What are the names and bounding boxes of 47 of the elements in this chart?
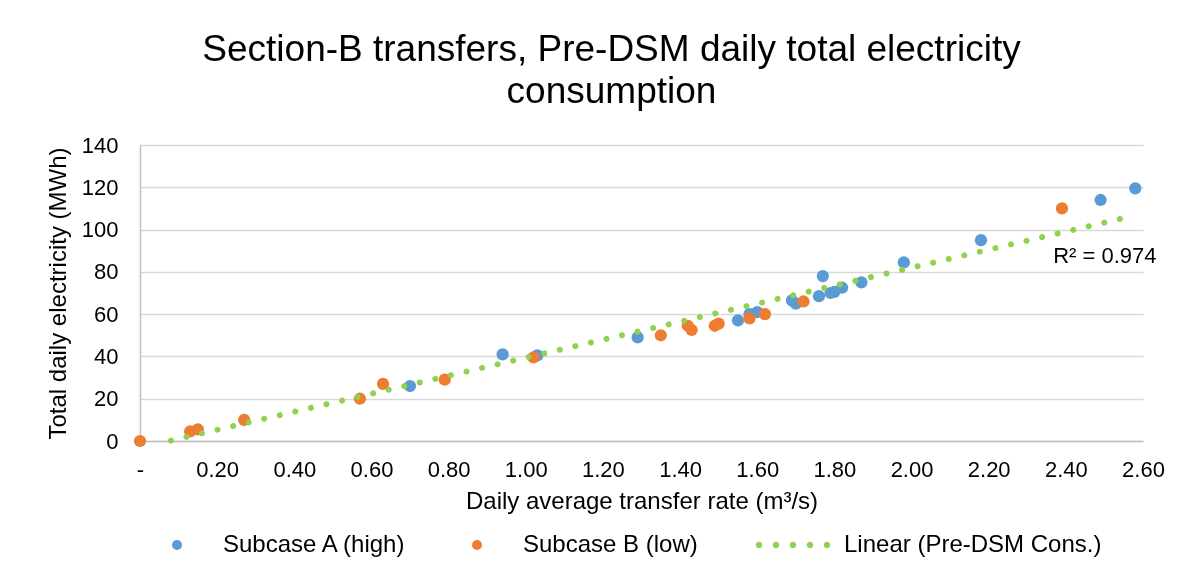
x-tick-label: 2.60	[1122, 456, 1165, 482]
y-tick-label: 40	[94, 343, 119, 369]
x-tick-label: 0.40	[273, 456, 317, 482]
point	[797, 295, 810, 308]
x-tick-label: 0.20	[196, 456, 240, 482]
x-tick-label: 1.00	[504, 456, 548, 482]
point	[496, 348, 509, 361]
y-tick-label: 80	[94, 259, 119, 285]
x-tick-label: 0.60	[350, 456, 394, 482]
point	[812, 290, 826, 303]
point	[1055, 202, 1069, 215]
point	[731, 314, 745, 327]
point	[897, 256, 910, 269]
point	[654, 329, 667, 342]
x-tick-label: 1.40	[659, 456, 702, 482]
y-tick-label: 140	[81, 132, 119, 158]
x-tick-label: 2.20	[967, 456, 1011, 482]
legend-label: Subcase B (low)	[523, 530, 698, 557]
x-tick-label: 2.40	[1044, 456, 1088, 482]
y-tick-label: 100	[81, 217, 119, 243]
y-tick-label: 60	[94, 301, 119, 327]
point	[133, 434, 147, 448]
x-tick-label: 1.80	[813, 456, 857, 482]
point	[376, 377, 390, 391]
x-axis-title: Daily average transfer rate (m³/s)	[465, 486, 819, 514]
x-tick-label: 1.60	[736, 456, 780, 482]
point	[1129, 182, 1142, 195]
x-tick-label: 1.20	[582, 456, 625, 482]
x-tick-label: -	[136, 456, 145, 482]
legend-label: Subcase A (high)	[223, 530, 405, 557]
chart-title: Section-B transfers, Pre-DSM daily total electricity consumption	[202, 28, 1022, 111]
point	[743, 312, 756, 325]
y-axis-title: Total daily electricity (MWh)	[43, 147, 71, 440]
y-tick-label: 0	[106, 428, 119, 454]
annotation: R² = 0.974	[1053, 243, 1157, 268]
x-tick-label: 2.00	[890, 456, 934, 482]
point	[974, 234, 988, 247]
x-tick-label: 0.80	[427, 456, 471, 482]
y-tick-label: 20	[94, 386, 119, 412]
point	[1094, 193, 1107, 207]
point	[438, 373, 451, 386]
point	[712, 317, 725, 330]
point	[685, 323, 698, 337]
point	[758, 308, 772, 321]
legend-label: Linear (Pre-DSM Cons.)	[844, 530, 1102, 557]
y-tick-label: 120	[81, 174, 119, 200]
point	[816, 269, 829, 283]
